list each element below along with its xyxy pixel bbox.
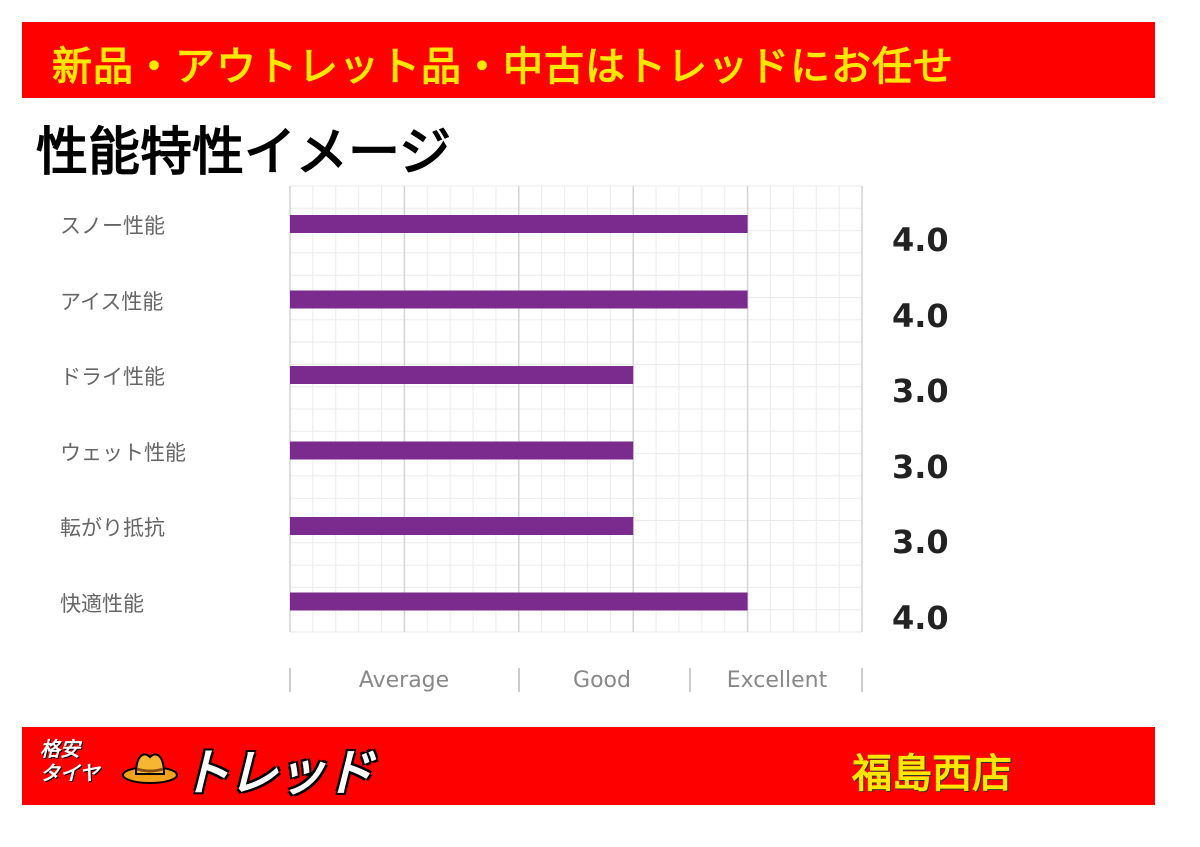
brand-tagline-2: タイヤ	[40, 761, 100, 785]
x-tick-label: Excellent	[726, 668, 828, 693]
brand-tagline-1: 格安	[40, 737, 80, 761]
brand-tagline: 格安 タイヤ	[40, 737, 99, 785]
value-label: 3.0	[892, 447, 949, 486]
chart-bars	[290, 215, 748, 611]
category-label: アイス性能	[60, 289, 164, 314]
top-banner: 新品・アウトレット品・中古はトレッドにお任せ	[22, 22, 1155, 98]
store-name: 福島西店	[852, 751, 1012, 797]
value-label: 3.0	[892, 523, 949, 561]
category-label: ウェット性能	[60, 440, 186, 465]
bottom-banner: 格安 タイヤ トレッド 福島西店	[22, 727, 1155, 805]
bar	[290, 215, 748, 233]
bar	[290, 517, 634, 535]
x-tick-label: Average	[358, 668, 450, 693]
bar	[290, 441, 634, 460]
value-label: 3.0	[892, 372, 949, 410]
chart-grid	[289, 185, 863, 633]
value-label: 4.0	[892, 296, 949, 335]
value-label: 4.0	[892, 221, 949, 259]
cowboy-hat-icon	[122, 753, 178, 784]
top-banner-text: 新品・アウトレット品・中古はトレッドにお任せ	[52, 44, 954, 90]
category-label: ドライ性能	[60, 365, 165, 389]
category-label: 転がり抵抗	[60, 516, 165, 540]
bar	[290, 366, 634, 384]
bar	[290, 592, 748, 611]
x-tick-label: Good	[573, 668, 631, 693]
category-label: スノー性能	[60, 214, 165, 238]
value-label: 4.0	[892, 598, 949, 637]
page-title: 性能特性イメージ	[36, 123, 451, 183]
bar	[290, 290, 748, 309]
brand-logo: トレッド	[180, 744, 374, 802]
category-label: 快適性能	[60, 591, 144, 616]
